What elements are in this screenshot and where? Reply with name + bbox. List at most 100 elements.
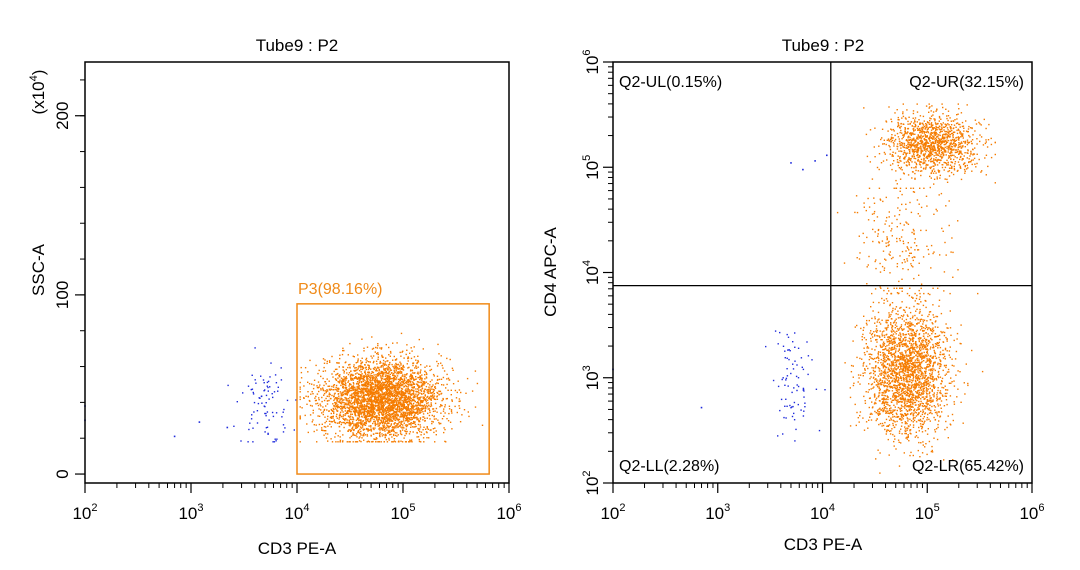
event-point [423, 384, 425, 386]
event-point [355, 419, 358, 421]
event-point [433, 375, 435, 377]
event-point [912, 144, 914, 147]
event-point [372, 367, 375, 370]
event-point [378, 425, 380, 427]
event-point [360, 422, 363, 425]
event-point [391, 398, 393, 400]
event-point [357, 358, 359, 360]
event-point [410, 373, 412, 375]
event-point [408, 433, 411, 435]
event-point [906, 132, 908, 135]
event-point [347, 421, 349, 424]
event-point [413, 386, 415, 389]
event-point [338, 421, 341, 423]
event-point [386, 385, 388, 388]
event-point [337, 393, 340, 395]
event-point [402, 391, 404, 393]
event-point [912, 128, 915, 130]
event-point [336, 410, 338, 412]
event-point [345, 376, 347, 378]
event-point [419, 418, 422, 420]
event-point [383, 424, 386, 426]
event-point [432, 390, 435, 393]
event-point [405, 392, 407, 395]
event-point [432, 396, 434, 398]
event-point [397, 372, 400, 375]
event-point [397, 413, 399, 416]
event-point [355, 434, 357, 437]
event-point [432, 388, 435, 391]
event-point [349, 437, 351, 439]
event-point [357, 430, 360, 432]
event-point [341, 401, 343, 403]
event-point [360, 362, 363, 364]
event-point [394, 408, 397, 410]
event-point [863, 107, 865, 109]
event-point [942, 136, 944, 138]
event-point [378, 402, 380, 404]
event-point [420, 392, 423, 395]
event-point [400, 426, 402, 428]
event-point [950, 128, 952, 130]
event-point [907, 127, 910, 130]
event-point [384, 384, 386, 386]
event-point [412, 364, 414, 367]
event-point [366, 376, 369, 378]
event-point [348, 388, 350, 391]
event-point [946, 117, 948, 120]
event-point [929, 133, 931, 135]
event-point [373, 368, 375, 371]
event-point [970, 152, 972, 154]
event-point [906, 109, 908, 111]
event-point [936, 153, 938, 155]
event-point [921, 170, 923, 172]
event-point [390, 430, 393, 432]
event-point [913, 142, 915, 144]
event-point [403, 386, 405, 388]
event-point [370, 408, 373, 410]
event-point [393, 367, 395, 370]
event-point [928, 154, 931, 156]
event-point [435, 430, 437, 432]
event-point [333, 393, 336, 395]
event-point [416, 431, 418, 434]
event-point [412, 405, 415, 407]
event-point [378, 391, 380, 393]
event-point [367, 380, 369, 383]
event-point [364, 413, 366, 415]
event-point [420, 408, 422, 410]
event-point [415, 359, 417, 361]
event-point [970, 153, 972, 155]
event-point [935, 159, 937, 161]
event-point [432, 428, 435, 430]
event-point [409, 408, 412, 410]
p3-gate-rectangle[interactable] [296, 303, 490, 475]
event-point [367, 415, 369, 418]
event-point [226, 426, 229, 429]
event-point [371, 415, 374, 417]
event-point [438, 353, 440, 355]
event-point [383, 426, 385, 429]
event-point [934, 131, 936, 133]
event-point [360, 409, 362, 411]
event-point [920, 145, 922, 147]
event-point [389, 386, 391, 388]
event-point [356, 385, 358, 388]
event-point [408, 404, 410, 406]
event-point [419, 411, 421, 413]
event-point [952, 173, 955, 176]
event-point [374, 378, 376, 380]
event-point [919, 161, 921, 163]
event-point [887, 130, 889, 132]
event-point [362, 428, 364, 430]
event-point [352, 405, 354, 407]
event-point [412, 420, 415, 423]
event-point [413, 379, 415, 381]
event-point [372, 412, 374, 414]
event-point [421, 407, 423, 409]
event-point [914, 148, 917, 150]
event-point [958, 153, 960, 155]
event-point [357, 412, 359, 415]
event-point [382, 401, 384, 403]
event-point [405, 428, 407, 430]
